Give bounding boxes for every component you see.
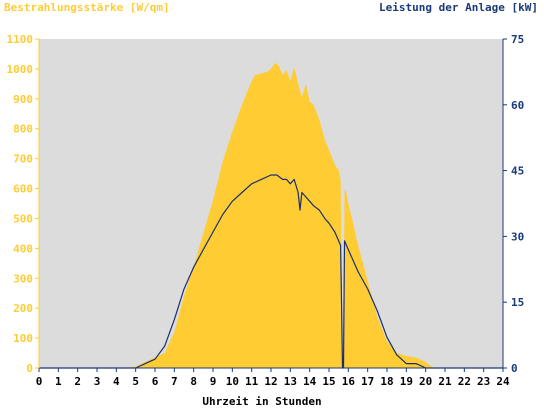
x-tick-label: 5 [132,375,139,388]
x-tick-label: 22 [458,375,471,388]
y-left-tick-label: 0 [26,362,33,375]
x-axis-title: Uhrzeit in Stunden [202,395,321,408]
x-tick-label: 15 [322,375,335,388]
power-series [39,174,503,369]
y-right-tick-label: 15 [511,296,524,309]
y-left-tick-label: 900 [13,93,33,106]
y-left-tick-label: 500 [13,212,33,225]
irradiance-series [39,62,503,369]
power-line [39,174,503,369]
tick-labels: 0 1 2 3 4 5 6 7 8 9 10 11 12 13 14 15 16 17 18 19 20 21 22 23 24… [7,33,525,388]
axes [35,38,507,372]
y-left-tick-label: 800 [13,123,33,136]
x-tick-label: 20 [419,375,432,388]
x-tick-label: 9 [210,375,217,388]
y-right-tick-label: 45 [511,165,524,178]
y-left-tick-label: 600 [13,183,33,196]
x-tick-label: 7 [171,375,178,388]
left-axis-title: Bestrahlungsstärke [W/qm] [4,1,170,14]
x-tick-label: 14 [303,375,317,388]
x-tick-label: 4 [113,375,120,388]
x-tick-label: 16 [342,375,356,388]
y-right-tick-label: 75 [511,33,524,46]
x-tick-label: 19 [400,375,413,388]
y-right-tick-label: 60 [511,99,524,112]
y-right-tick-label: 0 [511,362,518,375]
y-left-tick-label: 100 [13,332,33,345]
x-tick-label: 18 [380,375,393,388]
x-tick-label: 21 [438,375,452,388]
right-axis-title: Leistung der Anlage [kW] [379,1,538,14]
y-left-tick-label: 200 [13,302,33,315]
y-left-tick-label: 400 [13,242,33,255]
x-tick-label: 12 [264,375,277,388]
x-tick-label: 17 [361,375,374,388]
irradiance-area [39,62,503,369]
x-tick-label: 11 [245,375,259,388]
y-left-tick-label: 700 [13,153,33,166]
x-tick-label: 1 [55,375,62,388]
x-tick-label: 23 [477,375,490,388]
y-right-tick-label: 30 [511,230,524,243]
y-left-tick-label: 300 [13,272,33,285]
x-tick-label: 13 [284,375,297,388]
x-tick-label: 3 [94,375,101,388]
x-tick-label: 6 [152,375,159,388]
y-left-tick-label: 1000 [7,63,34,76]
x-tick-label: 0 [36,375,43,388]
x-tick-label: 10 [226,375,239,388]
y-left-tick-label: 1100 [7,33,34,46]
x-tick-label: 24 [496,375,510,388]
x-tick-label: 8 [190,375,197,388]
x-tick-label: 2 [74,375,81,388]
